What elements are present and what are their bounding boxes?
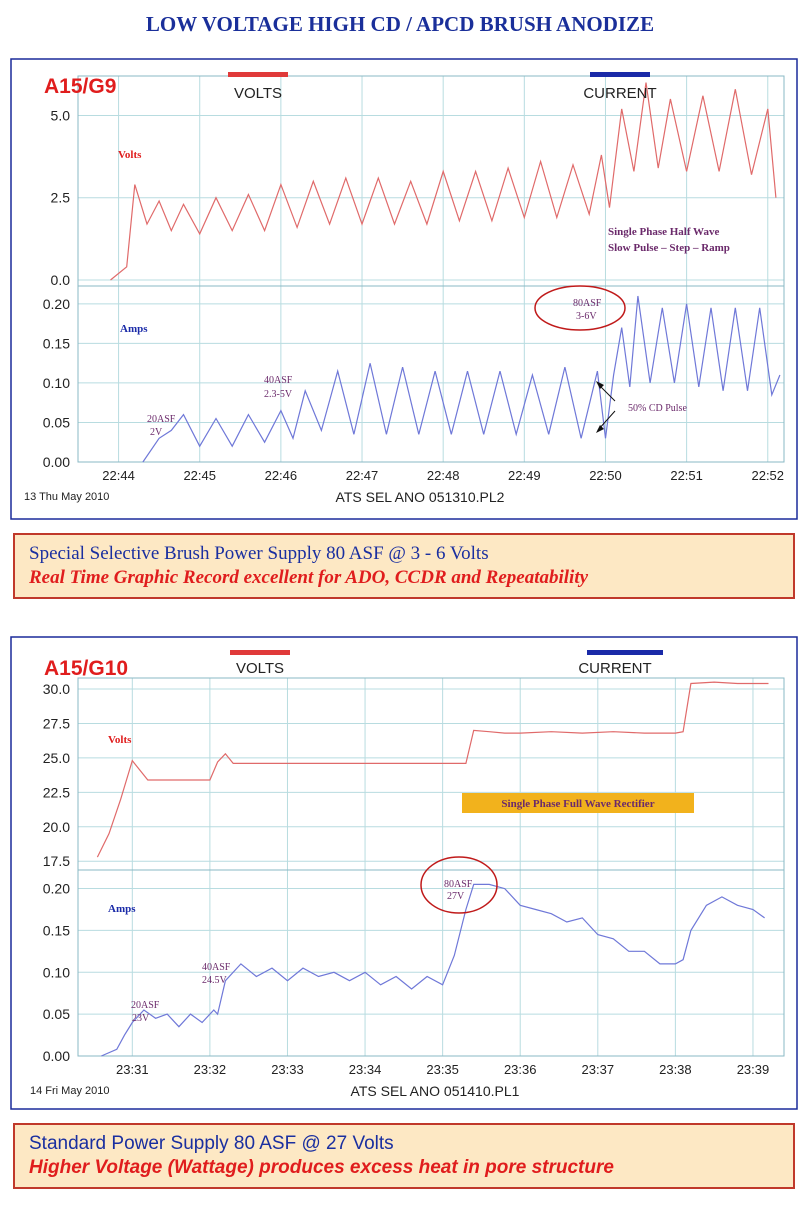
grid-vertical <box>118 76 769 462</box>
x-tick-label: 23:38 <box>659 1062 692 1077</box>
annotation-3-6v: 3-6V <box>576 311 597 322</box>
amps-series-line <box>101 883 765 1057</box>
amps-tick-label: 0.15 <box>43 922 70 938</box>
highlight-circle <box>420 856 498 914</box>
x-tick-label: 22:44 <box>102 468 135 483</box>
pulse-arrow-down-head <box>596 425 604 433</box>
chart-a15-g10: 23:31 23:32 23:33 23:34 23:35 23:36 23:37 23:38… <box>10 636 798 1110</box>
chart-date: 14 Fri May 2010 <box>30 1085 109 1097</box>
amps-tick-label: 0.00 <box>43 1048 70 1064</box>
chart-file-label: ATS SEL ANO 051410.PL1 <box>351 1083 520 1099</box>
amps-tick-label: 0.20 <box>43 296 70 312</box>
amps-tick-label: 0.05 <box>43 1006 70 1022</box>
grid-volts <box>78 688 784 862</box>
annotation-2v: 2V <box>150 427 163 438</box>
x-tick-label: 22:46 <box>265 468 298 483</box>
plot-border <box>77 677 785 1057</box>
x-tick-label: 23:36 <box>504 1062 537 1077</box>
x-tick-label: 22:50 <box>589 468 622 483</box>
volts-tick-label: 25.0 <box>43 750 70 766</box>
banner-line-1: Standard Power Supply 80 ASF @ 27 Volts <box>29 1133 394 1154</box>
highlight-circle <box>534 285 626 331</box>
annotation-20asf: 20ASF <box>131 1000 160 1011</box>
plot-border <box>77 75 785 463</box>
volts-note-line2: Slow Pulse – Step – Ramp <box>608 242 730 254</box>
legend-current-label: CURRENT <box>583 85 656 102</box>
annotation-80asf: 80ASF <box>573 298 602 309</box>
banner-line-2: Higher Voltage (Wattage) produces excess… <box>29 1157 614 1178</box>
chart-date: 13 Thu May 2010 <box>24 491 109 503</box>
annotation-20asf: 20ASF <box>147 414 176 425</box>
annotation-24-5v: 24.5V <box>202 975 228 986</box>
volts-tick-label: 2.5 <box>51 190 71 206</box>
page-title: LOW VOLTAGE HIGH CD / APCD BRUSH ANODIZE <box>145 12 655 36</box>
annotation-27v: 27V <box>447 891 465 902</box>
amps-series-label: Amps <box>120 323 148 335</box>
amps-tick-label: 0.10 <box>43 964 70 980</box>
rectifier-note: Single Phase Full Wave Rectifier <box>501 798 654 810</box>
volts-tick-label: 0.0 <box>51 272 71 288</box>
grid-volts <box>78 114 784 281</box>
amps-series-label: Amps <box>108 903 136 915</box>
volts-tick-label: 22.5 <box>43 784 70 800</box>
legend-current-label: CURRENT <box>578 660 651 677</box>
volts-series-label: Volts <box>108 734 132 746</box>
annotation-2-3-5v: 2.3-5V <box>264 389 293 400</box>
chart-label: A15/G9 <box>44 75 116 98</box>
x-tick-label: 23:37 <box>582 1062 615 1077</box>
x-tick-label: 23:32 <box>194 1062 227 1077</box>
chart-frame <box>10 636 798 1110</box>
banner-line-1: Special Selective Brush Power Supply 80 … <box>29 543 489 564</box>
x-tick-label: 22:52 <box>751 468 784 483</box>
x-tick-label: 23:34 <box>349 1062 382 1077</box>
legend-current-swatch <box>590 72 650 77</box>
grid-vertical <box>131 678 754 1056</box>
amps-series-line <box>142 295 781 463</box>
annotation-23v: 23V <box>132 1013 150 1024</box>
volts-series-line <box>96 681 769 858</box>
pulse-arrow-up-head <box>596 381 604 389</box>
banner-line-2: Real Time Graphic Record excellent for A… <box>29 567 589 588</box>
x-tick-label: 23:33 <box>271 1062 304 1077</box>
chart-a15-g9: 22:44 22:45 22:46 22:47 22:48 22:49 22:50 22:51… <box>10 58 798 520</box>
x-tick-label: 22:45 <box>183 468 216 483</box>
legend-volts-swatch <box>228 72 288 77</box>
volts-tick-label: 5.0 <box>51 107 71 123</box>
legend-current-swatch <box>587 650 663 655</box>
banner-standard-supply: Standard Power Supply 80 ASF @ 27 Volts … <box>13 1123 795 1189</box>
annotation-80asf: 80ASF <box>444 879 473 890</box>
amps-tick-label: 0.10 <box>43 375 70 391</box>
banner-special-supply: Special Selective Brush Power Supply 80 … <box>13 533 795 599</box>
amps-tick-label: 0.15 <box>43 335 70 351</box>
amps-tick-label: 0.05 <box>43 414 70 430</box>
axis-ticks: 22:44 22:45 22:46 22:47 22:48 22:49 22:50 22:51… <box>43 107 784 483</box>
x-tick-label: 22:51 <box>670 468 703 483</box>
x-tick-label: 23:31 <box>116 1062 149 1077</box>
x-tick-label: 23:39 <box>737 1062 770 1077</box>
pulse-note: 50% CD Pulse <box>628 403 687 414</box>
amps-tick-label: 0.20 <box>43 881 70 897</box>
x-tick-label: 23:35 <box>426 1062 459 1077</box>
x-tick-label: 22:47 <box>346 468 379 483</box>
annotation-40asf: 40ASF <box>202 962 231 973</box>
volts-tick-label: 30.0 <box>43 681 70 697</box>
volts-tick-label: 27.5 <box>43 715 70 731</box>
volts-series-line <box>110 82 777 281</box>
volts-note-line1: Single Phase Half Wave <box>608 226 719 238</box>
x-tick-label: 22:49 <box>508 468 541 483</box>
volts-series-label: Volts <box>118 149 142 161</box>
legend-volts-swatch <box>230 650 290 655</box>
rectifier-note-box <box>462 793 694 813</box>
chart-frame <box>10 58 798 520</box>
chart-label: A15/G10 <box>44 657 128 680</box>
x-tick-label: 22:48 <box>427 468 460 483</box>
chart-file-label: ATS SEL ANO 051310.PL2 <box>336 489 505 505</box>
volts-tick-label: 17.5 <box>43 853 70 869</box>
annotation-40asf: 40ASF <box>264 375 293 386</box>
legend-volts-label: VOLTS <box>236 660 284 677</box>
volts-tick-label: 20.0 <box>43 819 70 835</box>
amps-tick-label: 0.00 <box>43 454 70 470</box>
legend-volts-label: VOLTS <box>234 85 282 102</box>
axis-ticks: 23:31 23:32 23:33 23:34 23:35 23:36 23:37 23:38… <box>43 681 769 1077</box>
